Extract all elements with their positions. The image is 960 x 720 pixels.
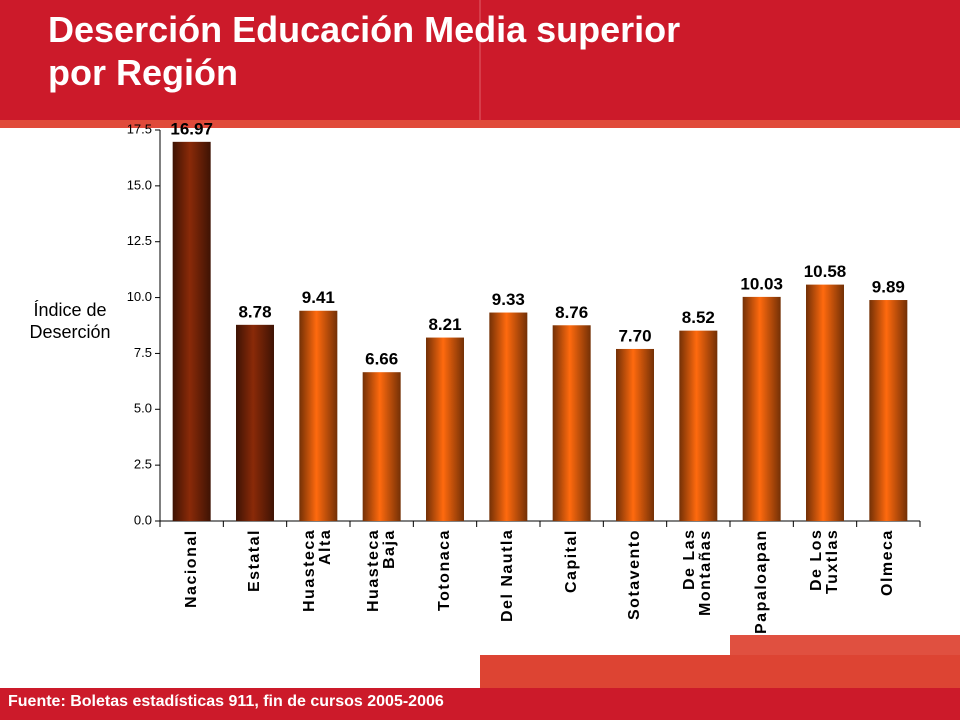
y-tick-label: 0.0 xyxy=(134,512,152,527)
x-tick-label: Olmeca xyxy=(879,529,897,596)
x-tick-label: Huasteca Alta xyxy=(301,529,335,613)
bar xyxy=(426,337,464,521)
y-tick-label: 10.0 xyxy=(127,289,152,304)
value-label: 10.03 xyxy=(740,274,783,293)
x-tick-label: De Los Tuxtlas xyxy=(808,529,841,595)
header-stripe xyxy=(0,120,960,128)
bar xyxy=(616,348,654,521)
bar xyxy=(489,312,528,521)
bar xyxy=(806,284,844,521)
value-label: 10.58 xyxy=(804,262,847,281)
bar xyxy=(679,330,718,521)
value-label: 9.89 xyxy=(872,278,905,297)
bar xyxy=(362,372,401,521)
value-label: 8.52 xyxy=(682,308,715,327)
footer-block xyxy=(480,655,960,688)
y-tick-label: 2.5 xyxy=(134,457,152,472)
bar xyxy=(869,300,908,521)
footer-band xyxy=(0,688,960,720)
title: Deserción Educación Media superior por R… xyxy=(48,9,681,94)
source-note: Fuente: Boletas estadísticas 911, fin de… xyxy=(8,693,444,710)
value-label: 6.66 xyxy=(365,350,398,369)
value-label: 9.41 xyxy=(302,288,335,307)
y-tick-label: 15.0 xyxy=(127,177,152,192)
x-tick-label: Capital xyxy=(562,529,580,593)
y-tick-label: 17.5 xyxy=(127,121,152,136)
x-tick-label: Estatal xyxy=(246,529,263,592)
y-tick-label: 7.5 xyxy=(134,345,152,360)
y-axis-label: Índice de Deserción xyxy=(29,300,111,342)
bar xyxy=(236,324,274,521)
value-label: 7.70 xyxy=(618,326,651,345)
bar xyxy=(299,310,338,521)
value-label: 16.97 xyxy=(170,119,213,138)
y-tick-label: 12.5 xyxy=(127,233,152,248)
bar xyxy=(742,296,781,521)
value-label: 8.21 xyxy=(428,315,461,334)
y-tick-label: 5.0 xyxy=(134,401,152,416)
x-tick-label: Papaloapan xyxy=(752,529,770,634)
value-label: 8.76 xyxy=(555,303,588,322)
bar xyxy=(172,141,211,521)
x-tick-label: Huasteca Baja xyxy=(364,529,398,613)
x-tick-label: De Las Montañas xyxy=(681,529,715,616)
x-tick-label: Sotavento xyxy=(626,529,643,620)
value-label: 8.78 xyxy=(238,302,271,321)
value-label: 9.33 xyxy=(492,290,525,309)
x-tick-label: Nacional xyxy=(182,529,200,608)
x-tick-label: Totonaca xyxy=(436,529,453,611)
bar xyxy=(552,325,591,521)
x-tick-label: Del Nautla xyxy=(499,529,517,623)
footer-block xyxy=(730,635,960,655)
